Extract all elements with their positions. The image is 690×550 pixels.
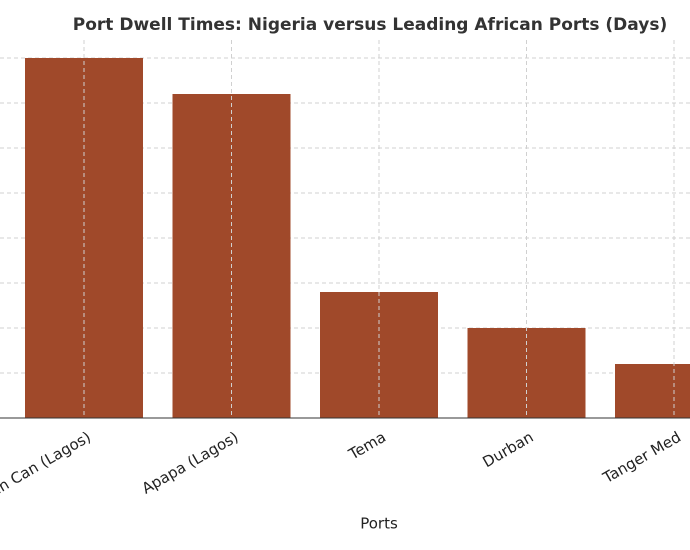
- x-tick-label: Durban: [479, 428, 536, 471]
- x-tick-label: Tanger Med: [599, 428, 684, 487]
- x-axis-label: Ports: [360, 515, 398, 533]
- x-tick-label: Tin Can (Lagos): [0, 428, 94, 503]
- x-tick-label: Tema: [345, 428, 389, 464]
- bar: [615, 364, 690, 418]
- chart-title: Port Dwell Times: Nigeria versus Leading…: [73, 15, 667, 35]
- x-tick-label: Apapa (Lagos): [139, 428, 242, 498]
